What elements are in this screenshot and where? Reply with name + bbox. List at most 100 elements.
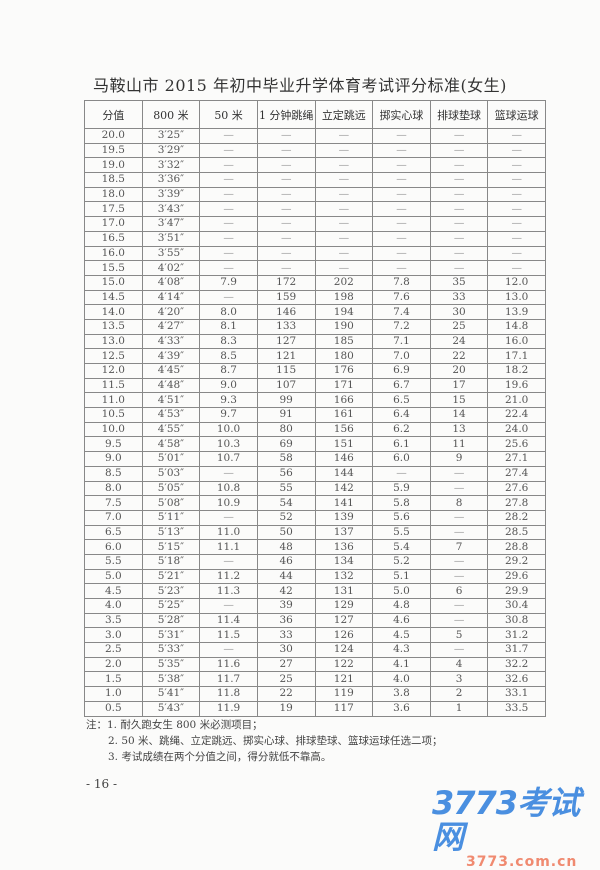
table-cell: 30 — [429, 304, 489, 320]
table-cell: 25.6 — [487, 436, 546, 453]
table-cell: 8.0 — [199, 304, 258, 320]
table-cell: 172 — [256, 274, 316, 291]
table-cell: 8.5 — [199, 348, 258, 364]
table-cell: 5′05″ — [141, 480, 201, 497]
table-cell: 12.0 — [84, 363, 143, 379]
table-cell: — — [199, 245, 258, 262]
table-cell: 42 — [256, 583, 316, 599]
table-cell: — — [429, 186, 489, 203]
table-cell: 30.4 — [487, 598, 546, 614]
table-cell: — — [487, 128, 546, 144]
table-cell: 176 — [314, 363, 374, 379]
table-cell: 19 — [256, 700, 316, 717]
table-cell: 15.5 — [84, 260, 143, 276]
table-cell: 3.0 — [84, 627, 143, 644]
table-cell: — — [199, 157, 258, 174]
table-cell: 202 — [314, 274, 374, 291]
table-cell: 16.5 — [84, 230, 143, 247]
table-cell: 48 — [256, 539, 316, 555]
table-cell: 7.0 — [84, 509, 143, 526]
table-cell: 141 — [314, 495, 374, 511]
table-cell: — — [372, 142, 431, 159]
table-cell: 4.8 — [372, 598, 431, 614]
table-cell: — — [199, 201, 258, 218]
table-cell: 29.9 — [487, 583, 546, 599]
table-cell: — — [372, 186, 431, 203]
table-cell: 22 — [429, 348, 489, 364]
table-cell: 198 — [314, 289, 374, 306]
table-cell: 127 — [256, 333, 316, 350]
table-cell: — — [256, 157, 316, 174]
table-cell: 107 — [256, 377, 316, 394]
table-cell: 4′02″ — [141, 260, 201, 276]
table-cell: 4 — [429, 656, 489, 673]
table-cell: — — [372, 260, 431, 276]
table-row: 13.0 4′33″ 8.3 127 185 7.1 24 16.0 — [84, 333, 546, 350]
table-cell: 46 — [256, 553, 316, 570]
table-cell: 11.7 — [199, 671, 258, 688]
table-cell: 180 — [314, 348, 374, 364]
table-cell: — — [314, 245, 374, 262]
table-cell: 20 — [429, 363, 489, 379]
table-cell: 3′25″ — [141, 128, 201, 144]
table-cell: — — [487, 201, 546, 218]
table-cell: 7.5 — [84, 495, 143, 511]
table-cell: 3′29″ — [141, 142, 201, 159]
table-cell: 10.8 — [199, 480, 258, 497]
table-cell: 19.5 — [84, 142, 143, 159]
table-cell: — — [199, 642, 258, 658]
column-header: 800 米 — [141, 100, 201, 129]
table-cell: 91 — [256, 407, 316, 423]
table-cell: 14 — [429, 407, 489, 423]
table-cell: 1.5 — [84, 671, 143, 688]
table-row: 8.5 5′03″ —56 144— —27.4 — [84, 465, 546, 482]
column-header: 分值 — [84, 100, 143, 129]
table-cell: 21.0 — [487, 392, 546, 409]
table-cell: 8.0 — [84, 480, 143, 497]
table-cell: 20.0 — [84, 128, 143, 144]
table-cell: 27.1 — [487, 451, 546, 467]
table-cell: 126 — [314, 627, 374, 644]
table-cell: — — [199, 142, 258, 159]
table-cell: — — [429, 172, 489, 188]
table-cell: 3 — [429, 671, 489, 688]
table-cell: — — [314, 260, 374, 276]
table-cell: 13.0 — [487, 289, 546, 306]
table-cell: 17 — [429, 377, 489, 394]
table-cell: — — [487, 216, 546, 232]
table-row: 4.5 5′23″ 11.3 42 131 5.0 6 29.9 — [84, 583, 546, 599]
table-row: 9.5 4′58″ 10.3 69 151 6.1 11 25.6 — [84, 436, 546, 453]
table-cell: — — [314, 128, 374, 144]
table-cell: 11.4 — [199, 612, 258, 629]
table-cell: 185 — [314, 333, 374, 350]
table-cell: 6.1 — [372, 436, 431, 453]
table-row: 0.5 5′43″ 11.9 19 117 3.6 1 33.5 — [84, 700, 546, 717]
table-cell: 5.0 — [84, 568, 143, 585]
table-cell: 5.4 — [372, 539, 431, 555]
table-cell: 0.5 — [84, 700, 143, 717]
table-row: 1.5 5′38″ 11.7 25 121 4.0 3 32.6 — [84, 671, 546, 688]
table-cell: — — [429, 245, 489, 262]
table-cell: — — [199, 128, 258, 144]
table-cell: 4′33″ — [141, 333, 201, 350]
table-cell: 3′51″ — [141, 230, 201, 247]
table-cell: 13.5 — [84, 318, 143, 335]
table-cell: — — [429, 201, 489, 218]
table-cell: 127 — [314, 612, 374, 629]
table-cell: 4.3 — [372, 642, 431, 658]
table-cell: 119 — [314, 686, 374, 702]
table-cell: — — [429, 128, 489, 144]
table-row: 5.5 5′18″ —46 134 5.2—29.2 — [84, 553, 546, 570]
table-cell: 28.5 — [487, 524, 546, 541]
table-row: 14.0 4′20″ 8.0 146 194 7.4 30 13.9 — [84, 304, 546, 320]
table-cell: 54 — [256, 495, 316, 511]
table-cell: — — [429, 509, 489, 526]
table-cell: 7.8 — [372, 274, 431, 291]
table-cell: 5′43″ — [141, 700, 201, 717]
table-row: 10.5 4′53″ 9.7 91 161 6.4 14 22.4 — [84, 407, 546, 423]
table-cell: 11.5 — [84, 377, 143, 394]
table-cell: 11 — [429, 436, 489, 453]
table-cell: 14.8 — [487, 318, 546, 335]
notes: 注：1. 耐久跑女生 800 米必测项目； 2. 50 米、跳绳、立定跳远、掷实… — [86, 717, 443, 765]
table-cell: — — [256, 142, 316, 159]
